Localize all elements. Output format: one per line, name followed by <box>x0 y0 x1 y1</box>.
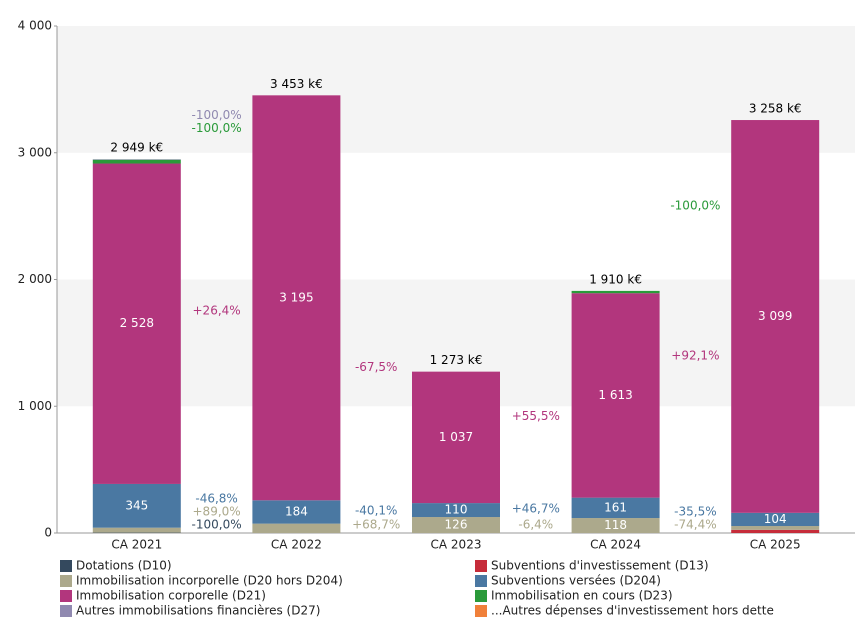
bar-segment <box>731 526 820 530</box>
bar-segment <box>92 159 181 164</box>
change-label: -6,4% <box>518 518 553 532</box>
legend-label: Autres immobilisations financières (D27) <box>76 604 320 618</box>
change-label: -100,0% <box>192 121 242 135</box>
total-label: 3 258 k€ <box>749 102 802 116</box>
value-label: 3 099 <box>758 309 792 323</box>
change-label: -100,0% <box>670 199 720 213</box>
legend-label: Immobilisation en cours (D23) <box>491 589 673 603</box>
change-label: +55,5% <box>512 409 560 423</box>
x-tick-label: CA 2025 <box>750 538 801 552</box>
total-label: 2 949 k€ <box>110 141 163 155</box>
total-label: 1 273 k€ <box>430 353 483 367</box>
y-tick-label: 0 <box>44 526 52 540</box>
value-label: 110 <box>445 503 468 517</box>
bar-segment <box>252 500 341 524</box>
value-label: 161 <box>604 500 627 514</box>
legend-swatch <box>475 590 487 602</box>
change-label: +26,4% <box>193 303 241 317</box>
bar-segment <box>92 163 181 484</box>
legend-label: ...Autres dépenses d'investissement hors… <box>491 604 774 618</box>
value-label: 2 528 <box>120 316 154 330</box>
x-tick-label: CA 2024 <box>590 538 641 552</box>
value-label: 126 <box>445 518 468 532</box>
x-tick-label: CA 2021 <box>111 538 162 552</box>
legend-label: Immobilisation corporelle (D21) <box>76 589 266 603</box>
change-label: -100,0% <box>192 518 242 532</box>
bar-segment <box>571 293 660 498</box>
bar-segment <box>731 512 820 527</box>
bar-segment <box>731 120 820 513</box>
legend-swatch <box>475 560 487 572</box>
bar-segment <box>731 529 820 533</box>
value-label: 345 <box>125 498 148 512</box>
change-label: +92,1% <box>671 348 719 362</box>
bar-segment <box>571 497 660 519</box>
legend-swatch <box>475 575 487 587</box>
change-label: +46,7% <box>512 501 560 515</box>
change-label: -100,0% <box>192 108 242 122</box>
y-tick-label: 3 000 <box>18 145 52 159</box>
legend-swatch <box>475 605 487 617</box>
bar-segment <box>412 517 500 533</box>
bar-segment <box>571 290 660 294</box>
x-tick-label: CA 2023 <box>431 538 482 552</box>
value-label: 1 037 <box>439 430 473 444</box>
legend-label: Immobilisation incorporelle (D20 hors D2… <box>76 574 343 588</box>
y-tick-label: 2 000 <box>18 272 52 286</box>
bar-segment <box>412 503 500 518</box>
y-tick-label: 4 000 <box>18 19 52 33</box>
change-label: -46,8% <box>195 492 237 506</box>
legend-swatch <box>60 560 72 572</box>
legend-swatch <box>60 605 72 617</box>
bar-segment <box>571 518 660 533</box>
value-label: 184 <box>285 504 308 518</box>
y-tick-label: 1 000 <box>18 399 52 413</box>
value-label: 118 <box>604 518 627 532</box>
bar-segment <box>252 523 341 533</box>
bar-segment <box>92 159 181 160</box>
total-label: 1 910 k€ <box>589 272 642 286</box>
bar-segment <box>92 483 181 528</box>
legend-label: Subventions d'investissement (D13) <box>491 559 709 573</box>
change-label: -35,5% <box>674 505 716 519</box>
change-label: -67,5% <box>355 360 397 374</box>
value-label: 1 613 <box>598 388 632 402</box>
legend-label: Dotations (D10) <box>76 559 172 573</box>
legend-swatch <box>60 590 72 602</box>
value-label: 3 195 <box>279 290 313 304</box>
bar-segment <box>412 371 500 504</box>
bar-segment <box>252 95 341 501</box>
legend-swatch <box>60 575 72 587</box>
bar-segment <box>92 527 181 533</box>
change-label: +68,7% <box>352 518 400 532</box>
grid-band <box>57 26 855 153</box>
x-tick-label: CA 2022 <box>271 538 322 552</box>
legend-label: Subventions versées (D204) <box>491 574 661 588</box>
change-label: +89,0% <box>193 505 241 519</box>
change-label: -74,4% <box>674 518 716 532</box>
change-label: -40,1% <box>355 504 397 518</box>
value-label: 104 <box>764 512 787 526</box>
total-label: 3 453 k€ <box>270 77 323 91</box>
